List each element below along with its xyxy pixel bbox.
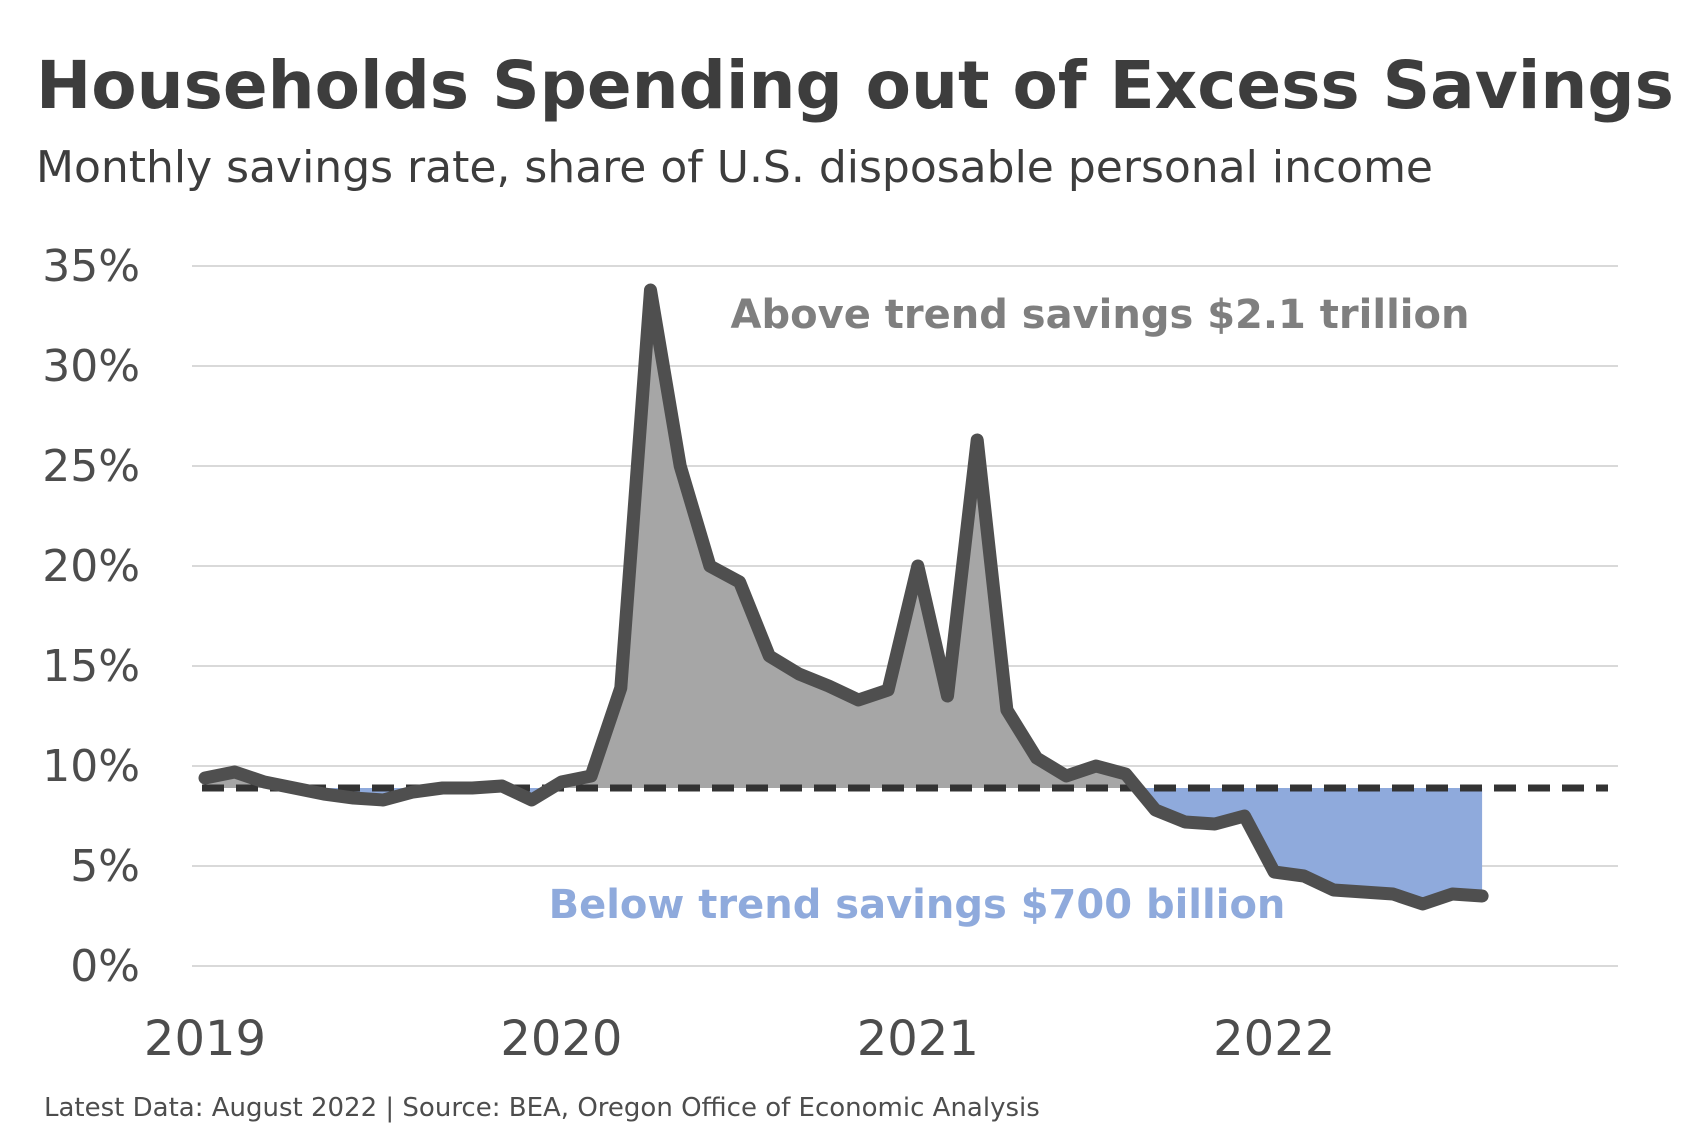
y-tick-label: 15%	[42, 641, 140, 692]
above-trend-area	[205, 290, 1138, 788]
y-tick-label: 35%	[42, 241, 140, 292]
above-trend-annotation: Above trend savings $2.1 trillion	[731, 292, 1470, 338]
y-tick-label: 20%	[42, 541, 140, 592]
x-axis-ticks: 2019 2020 2021 2022	[144, 1011, 1335, 1067]
source-note: Latest Data: August 2022 | Source: BEA, …	[44, 1093, 1040, 1123]
chart-title: Households Spending out of Excess Saving…	[36, 47, 1674, 124]
x-tick-label: 2021	[857, 1011, 979, 1067]
below-trend-annotation: Below trend savings $700 billion	[549, 882, 1286, 928]
x-tick-label: 2019	[144, 1011, 266, 1067]
y-axis-ticks: 0% 5% 10% 15% 20% 25% 30% 35%	[42, 241, 140, 992]
chart-subtitle: Monthly savings rate, share of U.S. disp…	[36, 142, 1433, 193]
y-tick-label: 0%	[70, 941, 140, 992]
y-tick-label: 10%	[42, 741, 140, 792]
x-tick-label: 2020	[500, 1011, 622, 1067]
y-tick-label: 25%	[42, 441, 140, 492]
y-tick-label: 30%	[42, 341, 140, 392]
savings-rate-line	[198, 283, 1489, 911]
x-tick-label: 2022	[1213, 1011, 1335, 1067]
y-tick-label: 5%	[70, 841, 140, 892]
